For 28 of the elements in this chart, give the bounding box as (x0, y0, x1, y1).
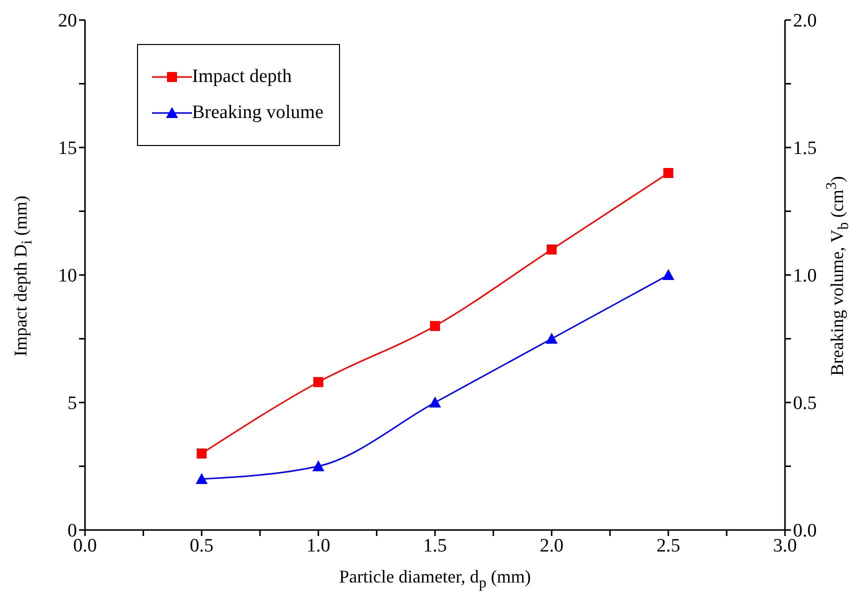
point (546, 244, 557, 254)
y2-tick-label: 0.5 (793, 393, 817, 414)
point (196, 473, 208, 484)
point (312, 460, 324, 472)
x-axis-title: Particle diameter, d$_{p}$ (mm) (339, 566, 531, 594)
point (196, 448, 207, 458)
legend-label: Impact depth (192, 66, 292, 88)
y2-tick-label: 1.0 (793, 266, 817, 287)
x-tick-label: 0.0 (73, 535, 97, 556)
x-tick-label: 1.5 (423, 535, 447, 556)
point (663, 168, 674, 178)
point (546, 332, 558, 344)
y2-tick-label: 1.5 (793, 138, 817, 160)
x-tick-label: 0.5 (190, 535, 214, 556)
legend-label: Breaking volume (192, 102, 324, 124)
point (662, 269, 674, 280)
y-tick-label: 10 (58, 266, 77, 287)
x-tick-label: 3.0 (773, 535, 797, 556)
point (430, 321, 440, 331)
point (313, 377, 324, 388)
y-tick-label: 15 (58, 138, 77, 160)
y-tick-label: 5 (68, 393, 77, 414)
x-tick-label: 1.0 (306, 535, 330, 556)
x-tick-label: 2.0 (540, 535, 564, 556)
y-tick-label: 20 (58, 10, 77, 32)
point (429, 396, 441, 408)
y2-tick-label: 2.0 (793, 10, 817, 32)
x-tick-label: 2.5 (656, 535, 680, 556)
